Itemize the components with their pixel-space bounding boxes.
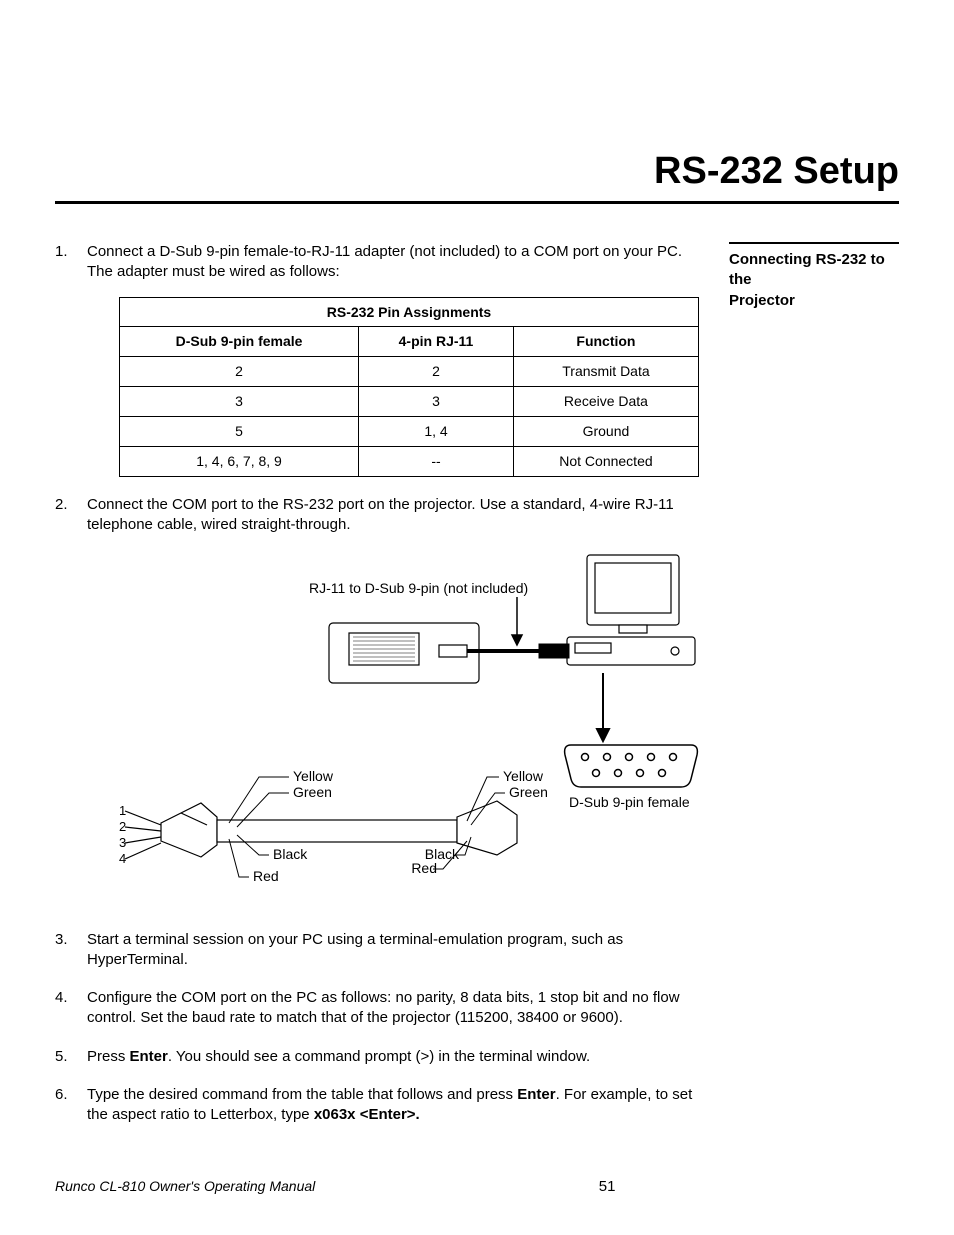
cell: 1, 4, 6, 7, 8, 9 — [120, 446, 359, 476]
page-footer: Runco CL-810 Owner's Operating Manual 51 — [55, 1178, 899, 1195]
cell: -- — [359, 446, 514, 476]
th-rj11: 4-pin RJ-11 — [359, 327, 514, 357]
table-row: 1, 4, 6, 7, 8, 9 -- Not Connected — [120, 446, 699, 476]
step-6-cmd: x063x <Enter>. — [314, 1106, 420, 1123]
footer-manual-title: Runco CL-810 Owner's Operating Manual — [55, 1178, 315, 1194]
step-6-enter: Enter — [517, 1086, 555, 1103]
table-row: 3 3 Receive Data — [120, 387, 699, 417]
step-5c: . You should see a command prompt (>) in… — [168, 1048, 590, 1065]
label-green-l: Green — [293, 784, 332, 800]
diagram-svg: D-Sub 9-pin female — [119, 545, 699, 905]
table-title: RS-232 Pin Assignments — [120, 297, 699, 327]
page-title: RS-232 Setup — [55, 150, 899, 193]
th-dsub: D-Sub 9-pin female — [120, 327, 359, 357]
cell: 3 — [120, 387, 359, 417]
rj11-plug-right-icon — [457, 801, 517, 855]
dsub-connector-icon — [565, 745, 698, 787]
step-4: Configure the COM port on the PC as foll… — [55, 988, 699, 1029]
sidebar-heading: Connecting RS-232 to the Projector — [729, 250, 899, 311]
pin-1: 1 — [119, 803, 126, 818]
step-2-text: Connect the COM port to the RS-232 port … — [87, 496, 674, 533]
table-row: 5 1, 4 Ground — [120, 417, 699, 447]
step-3: Start a terminal session on your PC usin… — [55, 930, 699, 971]
step-2: Connect the COM port to the RS-232 port … — [55, 495, 699, 912]
cell: 3 — [359, 387, 514, 417]
th-func: Function — [513, 327, 698, 357]
computer-icon — [567, 555, 695, 665]
cell: Ground — [513, 417, 698, 447]
label-green-r: Green — [509, 784, 548, 800]
pin-3: 3 — [119, 835, 126, 850]
adapter-plug-icon — [539, 644, 569, 658]
cell: 2 — [120, 357, 359, 387]
projector-icon — [329, 623, 479, 683]
cell: Not Connected — [513, 446, 698, 476]
step-6a: Type the desired command from the table … — [87, 1086, 517, 1103]
steps-list: Connect a D-Sub 9-pin female-to-RJ-11 ad… — [55, 242, 699, 1125]
cell: 2 — [359, 357, 514, 387]
label-red-r: Red — [411, 860, 437, 876]
cell: 1, 4 — [359, 417, 514, 447]
sidebar-rule — [729, 242, 899, 244]
arrow-down-icon — [597, 673, 609, 741]
table-row: 2 2 Transmit Data — [120, 357, 699, 387]
cell: Receive Data — [513, 387, 698, 417]
label-black-l: Black — [273, 846, 308, 862]
label-red-l: Red — [253, 868, 279, 884]
step-5-enter: Enter — [130, 1048, 168, 1065]
right-column: Connecting RS-232 to the Projector — [729, 242, 899, 1143]
step-1-text: Connect a D-Sub 9-pin female-to-RJ-11 ad… — [87, 243, 682, 280]
step-5: Press Enter. You should see a command pr… — [55, 1047, 699, 1067]
sidebar-heading-l1: Connecting RS-232 to the — [729, 251, 885, 288]
pin-2: 2 — [119, 819, 126, 834]
step-5a: Press — [87, 1048, 130, 1065]
step-1: Connect a D-Sub 9-pin female-to-RJ-11 ad… — [55, 242, 699, 477]
cell: 5 — [120, 417, 359, 447]
label-yellow-r: Yellow — [503, 768, 544, 784]
dsub-label: D-Sub 9-pin female — [569, 794, 690, 810]
pin-4: 4 — [119, 851, 126, 866]
title-rule — [55, 201, 899, 204]
left-column: Connect a D-Sub 9-pin female-to-RJ-11 ad… — [55, 242, 699, 1143]
arrow-to-adapter-icon — [512, 597, 522, 645]
cell: Transmit Data — [513, 357, 698, 387]
pin-assignments-table: RS-232 Pin Assignments D-Sub 9-pin femal… — [119, 297, 699, 477]
step-3-text: Start a terminal session on your PC usin… — [87, 931, 623, 968]
rj11-plug-left-icon — [161, 803, 217, 857]
step-4-text: Configure the COM port on the PC as foll… — [87, 989, 680, 1026]
step-6: Type the desired command from the table … — [55, 1085, 699, 1126]
footer-page-number: 51 — [315, 1178, 899, 1195]
connection-diagram: D-Sub 9-pin female — [119, 545, 699, 911]
sidebar-heading-l2: Projector — [729, 292, 795, 309]
main-content-row: Connect a D-Sub 9-pin female-to-RJ-11 ad… — [55, 242, 899, 1143]
label-yellow-l: Yellow — [293, 768, 334, 784]
adapter-label: RJ-11 to D-Sub 9-pin (not included) — [309, 580, 528, 596]
